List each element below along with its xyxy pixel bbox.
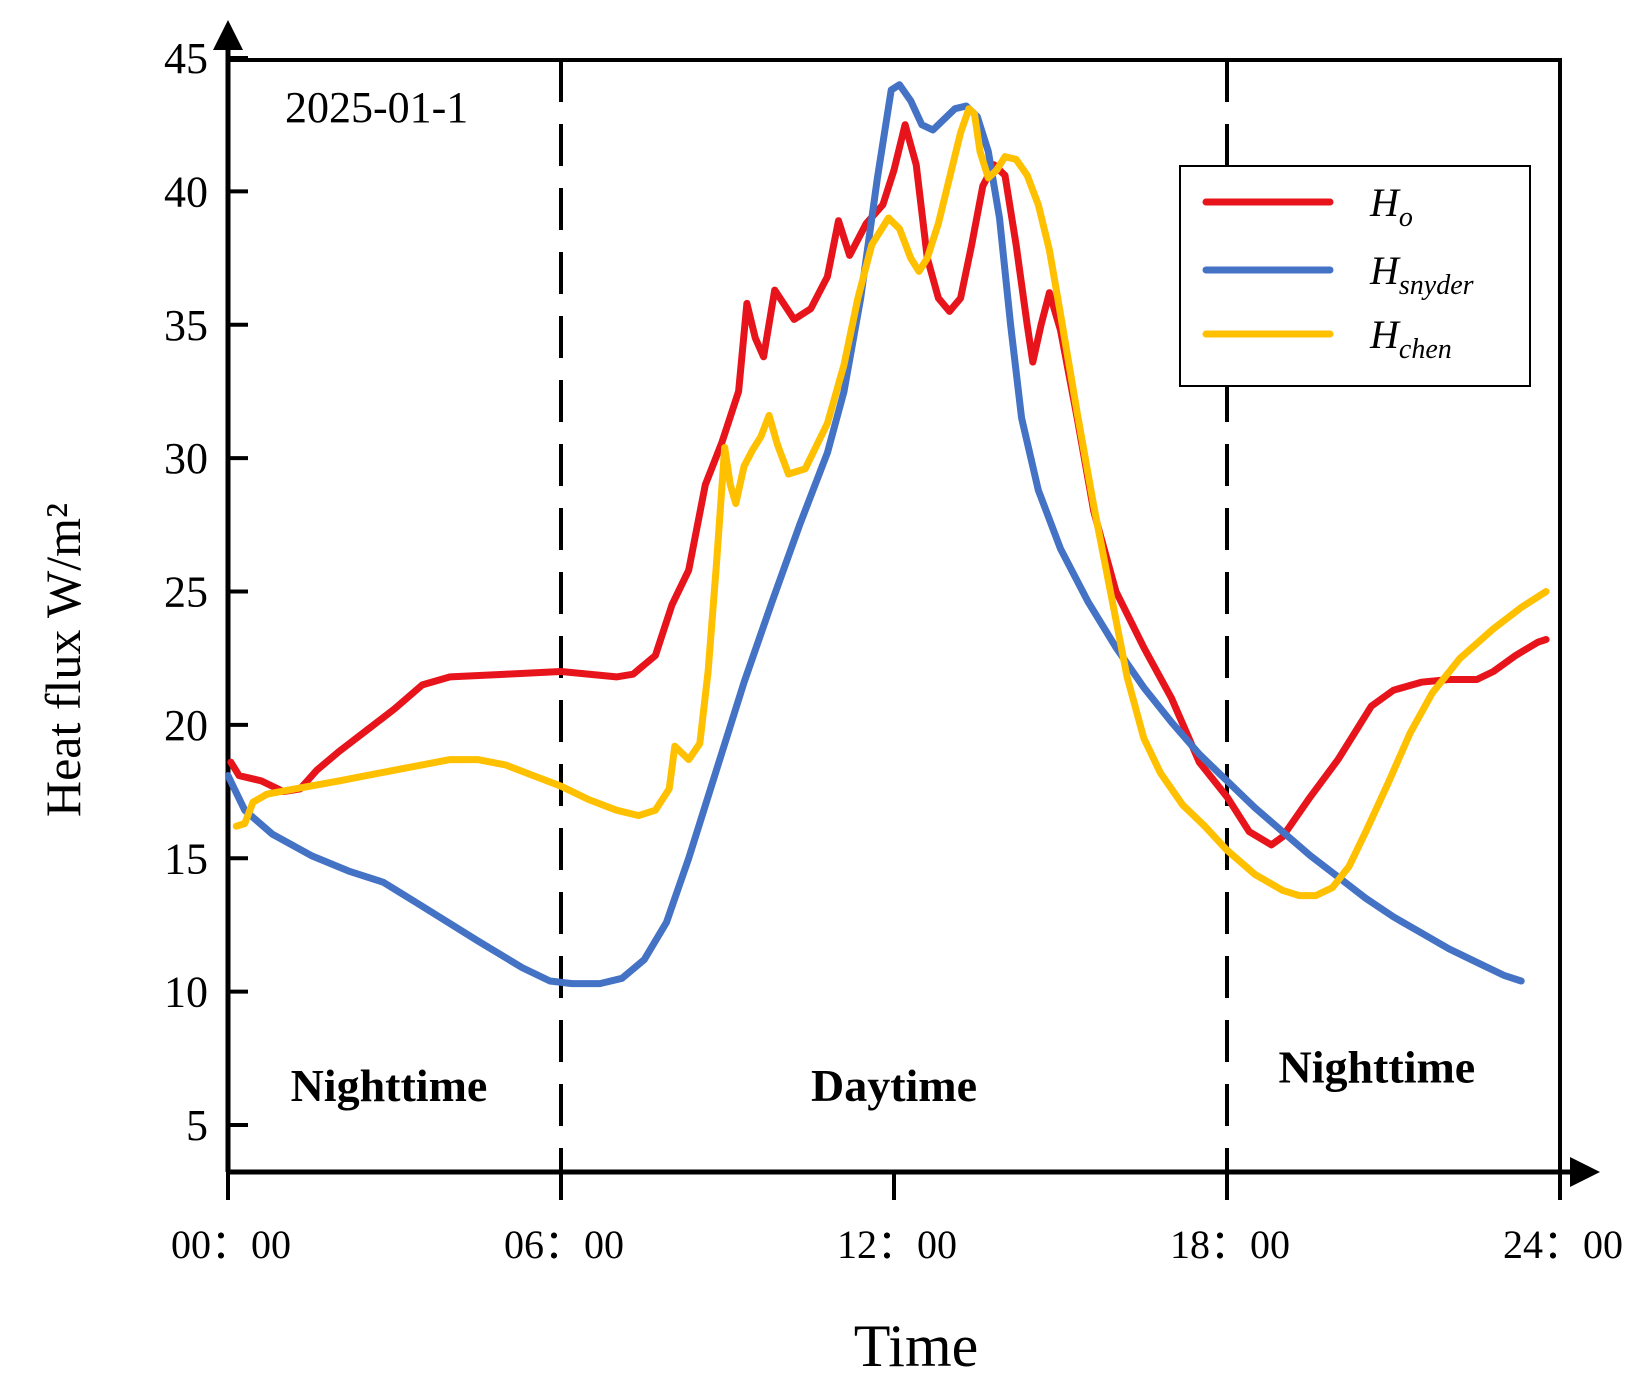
y-tick-label: 5 bbox=[186, 1101, 208, 1150]
legend-label-subscript: o bbox=[1399, 202, 1413, 233]
y-tick-label: 45 bbox=[164, 34, 208, 83]
y-tick-label: 15 bbox=[164, 834, 208, 883]
legend-label-snyder: Hsnyder bbox=[1369, 248, 1474, 301]
y-tick-label: 40 bbox=[164, 167, 208, 216]
series-line-snyder bbox=[226, 81, 1525, 988]
y-tick-label: 20 bbox=[164, 701, 208, 750]
y-tick-label: 35 bbox=[164, 301, 208, 350]
period-label: Nighttime bbox=[291, 1060, 488, 1111]
x-tick-label: 24：00 bbox=[1503, 1222, 1623, 1267]
period-label: Daytime bbox=[811, 1060, 977, 1111]
legend-label-subscript: snyder bbox=[1399, 270, 1474, 301]
legend-label-main: H bbox=[1369, 248, 1401, 293]
x-axis-arrow bbox=[1570, 1157, 1600, 1187]
x-tick-label: 00：00 bbox=[171, 1222, 291, 1267]
y-tick-label: 25 bbox=[164, 568, 208, 617]
legend-label-o: Ho bbox=[1369, 180, 1413, 233]
date-label: 2025-01-1 bbox=[285, 83, 468, 132]
y-axis-label: Heat flux W/m² bbox=[35, 503, 91, 817]
legend-label-subscript: chen bbox=[1399, 334, 1452, 365]
x-tick-label: 06：00 bbox=[504, 1222, 624, 1267]
x-axis-label: Time bbox=[854, 1313, 979, 1379]
x-tick-label: 18：00 bbox=[1170, 1222, 1290, 1267]
legend-label-main: H bbox=[1369, 312, 1401, 357]
y-axis-arrow bbox=[213, 20, 243, 50]
y-tick-label: 30 bbox=[164, 434, 208, 483]
x-tick-label: 12：00 bbox=[837, 1222, 957, 1267]
legend-label-main: H bbox=[1369, 180, 1401, 225]
y-tick-label: 10 bbox=[164, 968, 208, 1017]
series-line-chen bbox=[232, 105, 1550, 900]
legend-label-chen: Hchen bbox=[1369, 312, 1452, 365]
period-label: Nighttime bbox=[1278, 1041, 1475, 1092]
